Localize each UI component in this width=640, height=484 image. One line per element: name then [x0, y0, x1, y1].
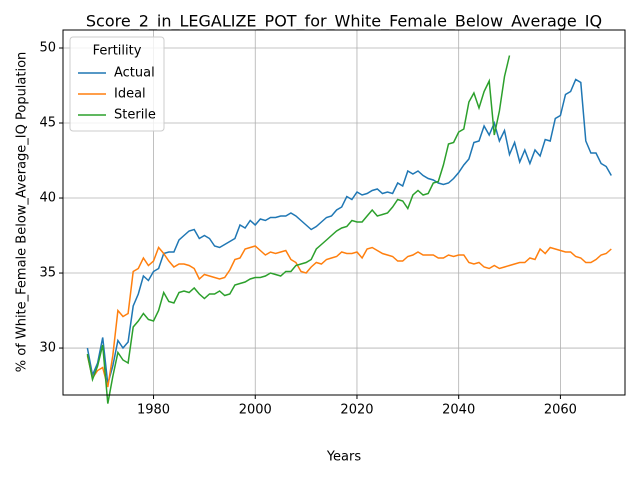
x-axis-label: Years	[326, 450, 362, 465]
y-tick-label: 45	[39, 116, 56, 131]
series-line	[86, 245, 612, 388]
plot-frame	[62, 29, 626, 396]
legend-label: Sterile	[114, 108, 156, 123]
x-tick-label: 2000	[239, 403, 272, 418]
y-tick-label: 35	[39, 266, 56, 281]
legend-label: Ideal	[114, 87, 146, 102]
x-tick-label: 2060	[544, 403, 577, 418]
series-line	[86, 55, 511, 404]
chart-title: Score_2_in_LEGALIZE_POT_for_White_Female…	[86, 12, 602, 32]
legend-box	[69, 36, 165, 132]
x-tick-label: 2020	[340, 403, 373, 418]
y-tick-label: 40	[39, 191, 56, 206]
x-tick-label: 1980	[137, 403, 170, 418]
y-tick-label: 50	[39, 41, 56, 56]
x-tick-label: 2040	[442, 403, 475, 418]
legend-title: Fertility	[93, 44, 142, 59]
y-tick-label: 30	[39, 341, 56, 356]
series-line	[86, 78, 612, 385]
y-axis-label: % of White_Female Below_Average_IQ Popul…	[15, 52, 30, 373]
legend-label: Actual	[114, 66, 155, 81]
